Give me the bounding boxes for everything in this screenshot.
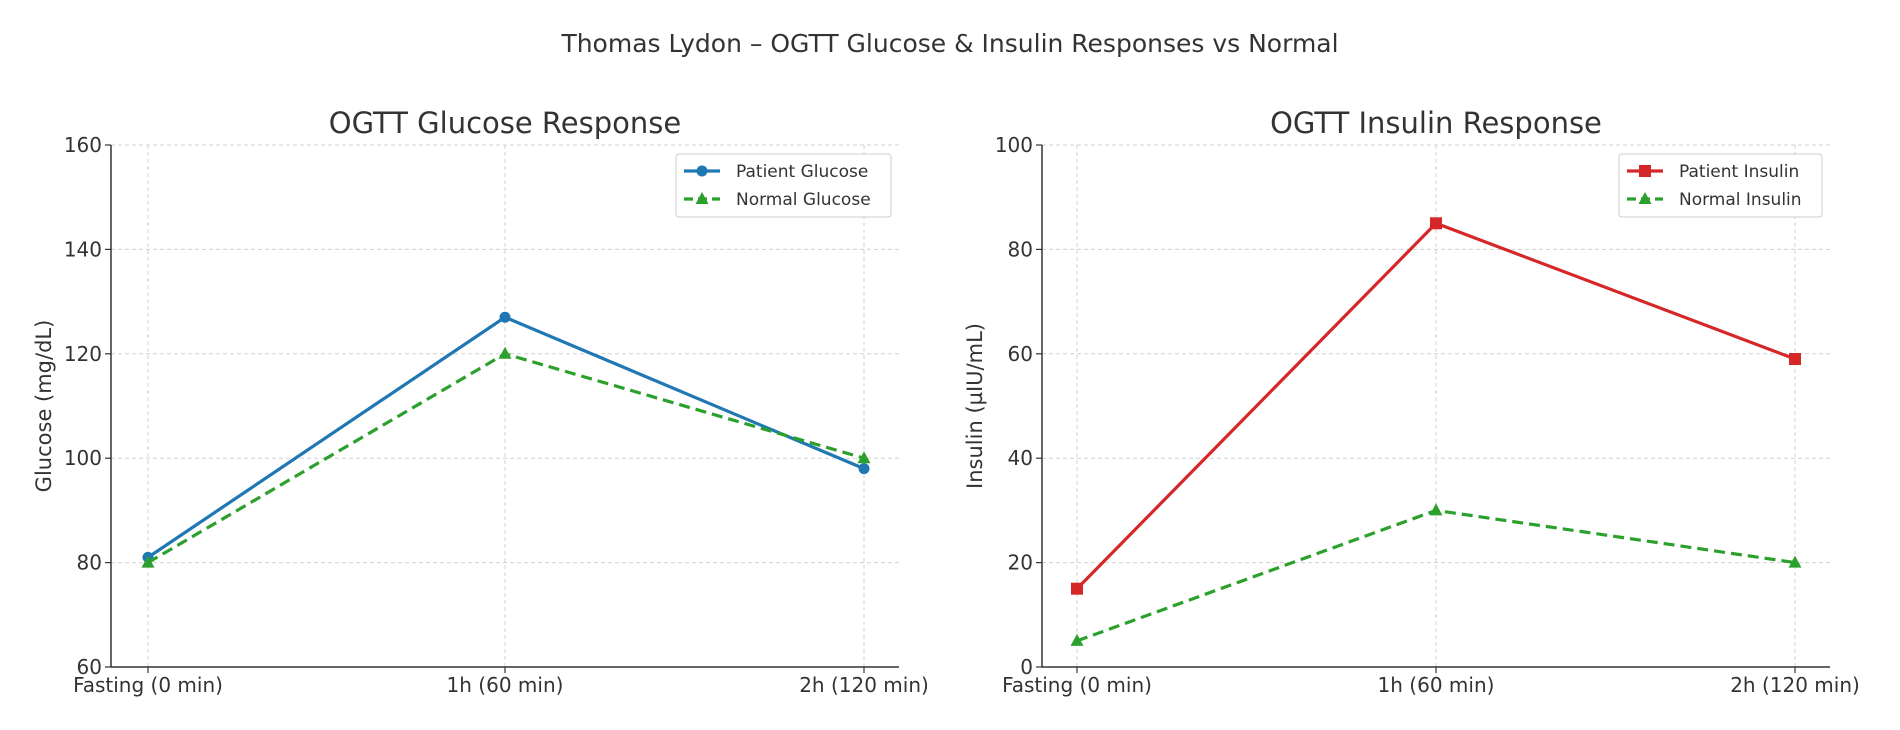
x-tick-label: Fasting (0 min) <box>73 673 223 697</box>
y-tick-label: 80 <box>1008 237 1033 261</box>
x-tick-label: 2h (120 min) <box>1730 673 1860 697</box>
x-tick-label: 2h (120 min) <box>799 673 929 697</box>
glucose-chart: OGTT Glucose Response 60 80 100 120 140 160 Fas… <box>32 106 929 697</box>
y-axis-label: Insulin (µIU/mL) <box>963 323 987 489</box>
y-tick-label: 80 <box>77 551 102 575</box>
y-tick-label: 60 <box>77 655 102 679</box>
y-tick-label: 0 <box>1020 655 1033 679</box>
y-tick-label: 100 <box>995 133 1033 157</box>
legend-label: Patient Glucose <box>736 162 868 182</box>
data-point <box>1430 217 1442 230</box>
y-tick-label: 40 <box>1008 446 1033 470</box>
data-point <box>1788 555 1802 568</box>
y-tick-label: 120 <box>64 342 102 366</box>
x-tick-label: 1h (60 min) <box>447 673 564 697</box>
legend-marker <box>695 192 709 204</box>
data-point <box>499 311 511 323</box>
data-point <box>1071 582 1083 595</box>
y-tick-label: 100 <box>64 446 102 470</box>
legend: Patient Insulin Normal Insulin <box>1618 153 1823 218</box>
y-axis-label: Glucose (mg/dL) <box>32 320 56 493</box>
chart-title: OGTT Insulin Response <box>1270 106 1602 140</box>
x-tick-label: Fasting (0 min) <box>1002 673 1152 697</box>
data-point <box>857 451 871 464</box>
legend-marker <box>1638 192 1652 204</box>
y-tick-label: 20 <box>1008 551 1033 575</box>
x-tick-label: 1h (60 min) <box>1378 673 1495 697</box>
insulin-chart: OGTT Insulin Response 0 20 40 60 80 100 Fasting… <box>963 106 1860 697</box>
data-point <box>1070 633 1084 646</box>
data-point <box>1789 353 1801 366</box>
legend-label: Patient Insulin <box>1679 162 1799 182</box>
legend-box <box>675 153 892 218</box>
chart-title: OGTT Glucose Response <box>329 106 681 140</box>
data-point <box>141 555 155 568</box>
y-tick-label: 140 <box>64 237 102 261</box>
legend-marker <box>1639 165 1651 177</box>
data-point <box>1429 503 1443 516</box>
data-point <box>858 463 870 475</box>
y-tick-label: 60 <box>1008 342 1033 366</box>
legend-marker <box>696 165 708 177</box>
figure-title: Thomas Lydon – OGTT Glucose & Insulin Re… <box>560 29 1338 58</box>
legend-label: Normal Glucose <box>736 190 871 210</box>
y-tick-label: 160 <box>64 133 102 157</box>
legend: Patient Glucose Normal Glucose <box>675 153 892 218</box>
legend-box <box>1618 153 1823 218</box>
legend-label: Normal Insulin <box>1679 190 1802 210</box>
data-point <box>498 346 512 359</box>
